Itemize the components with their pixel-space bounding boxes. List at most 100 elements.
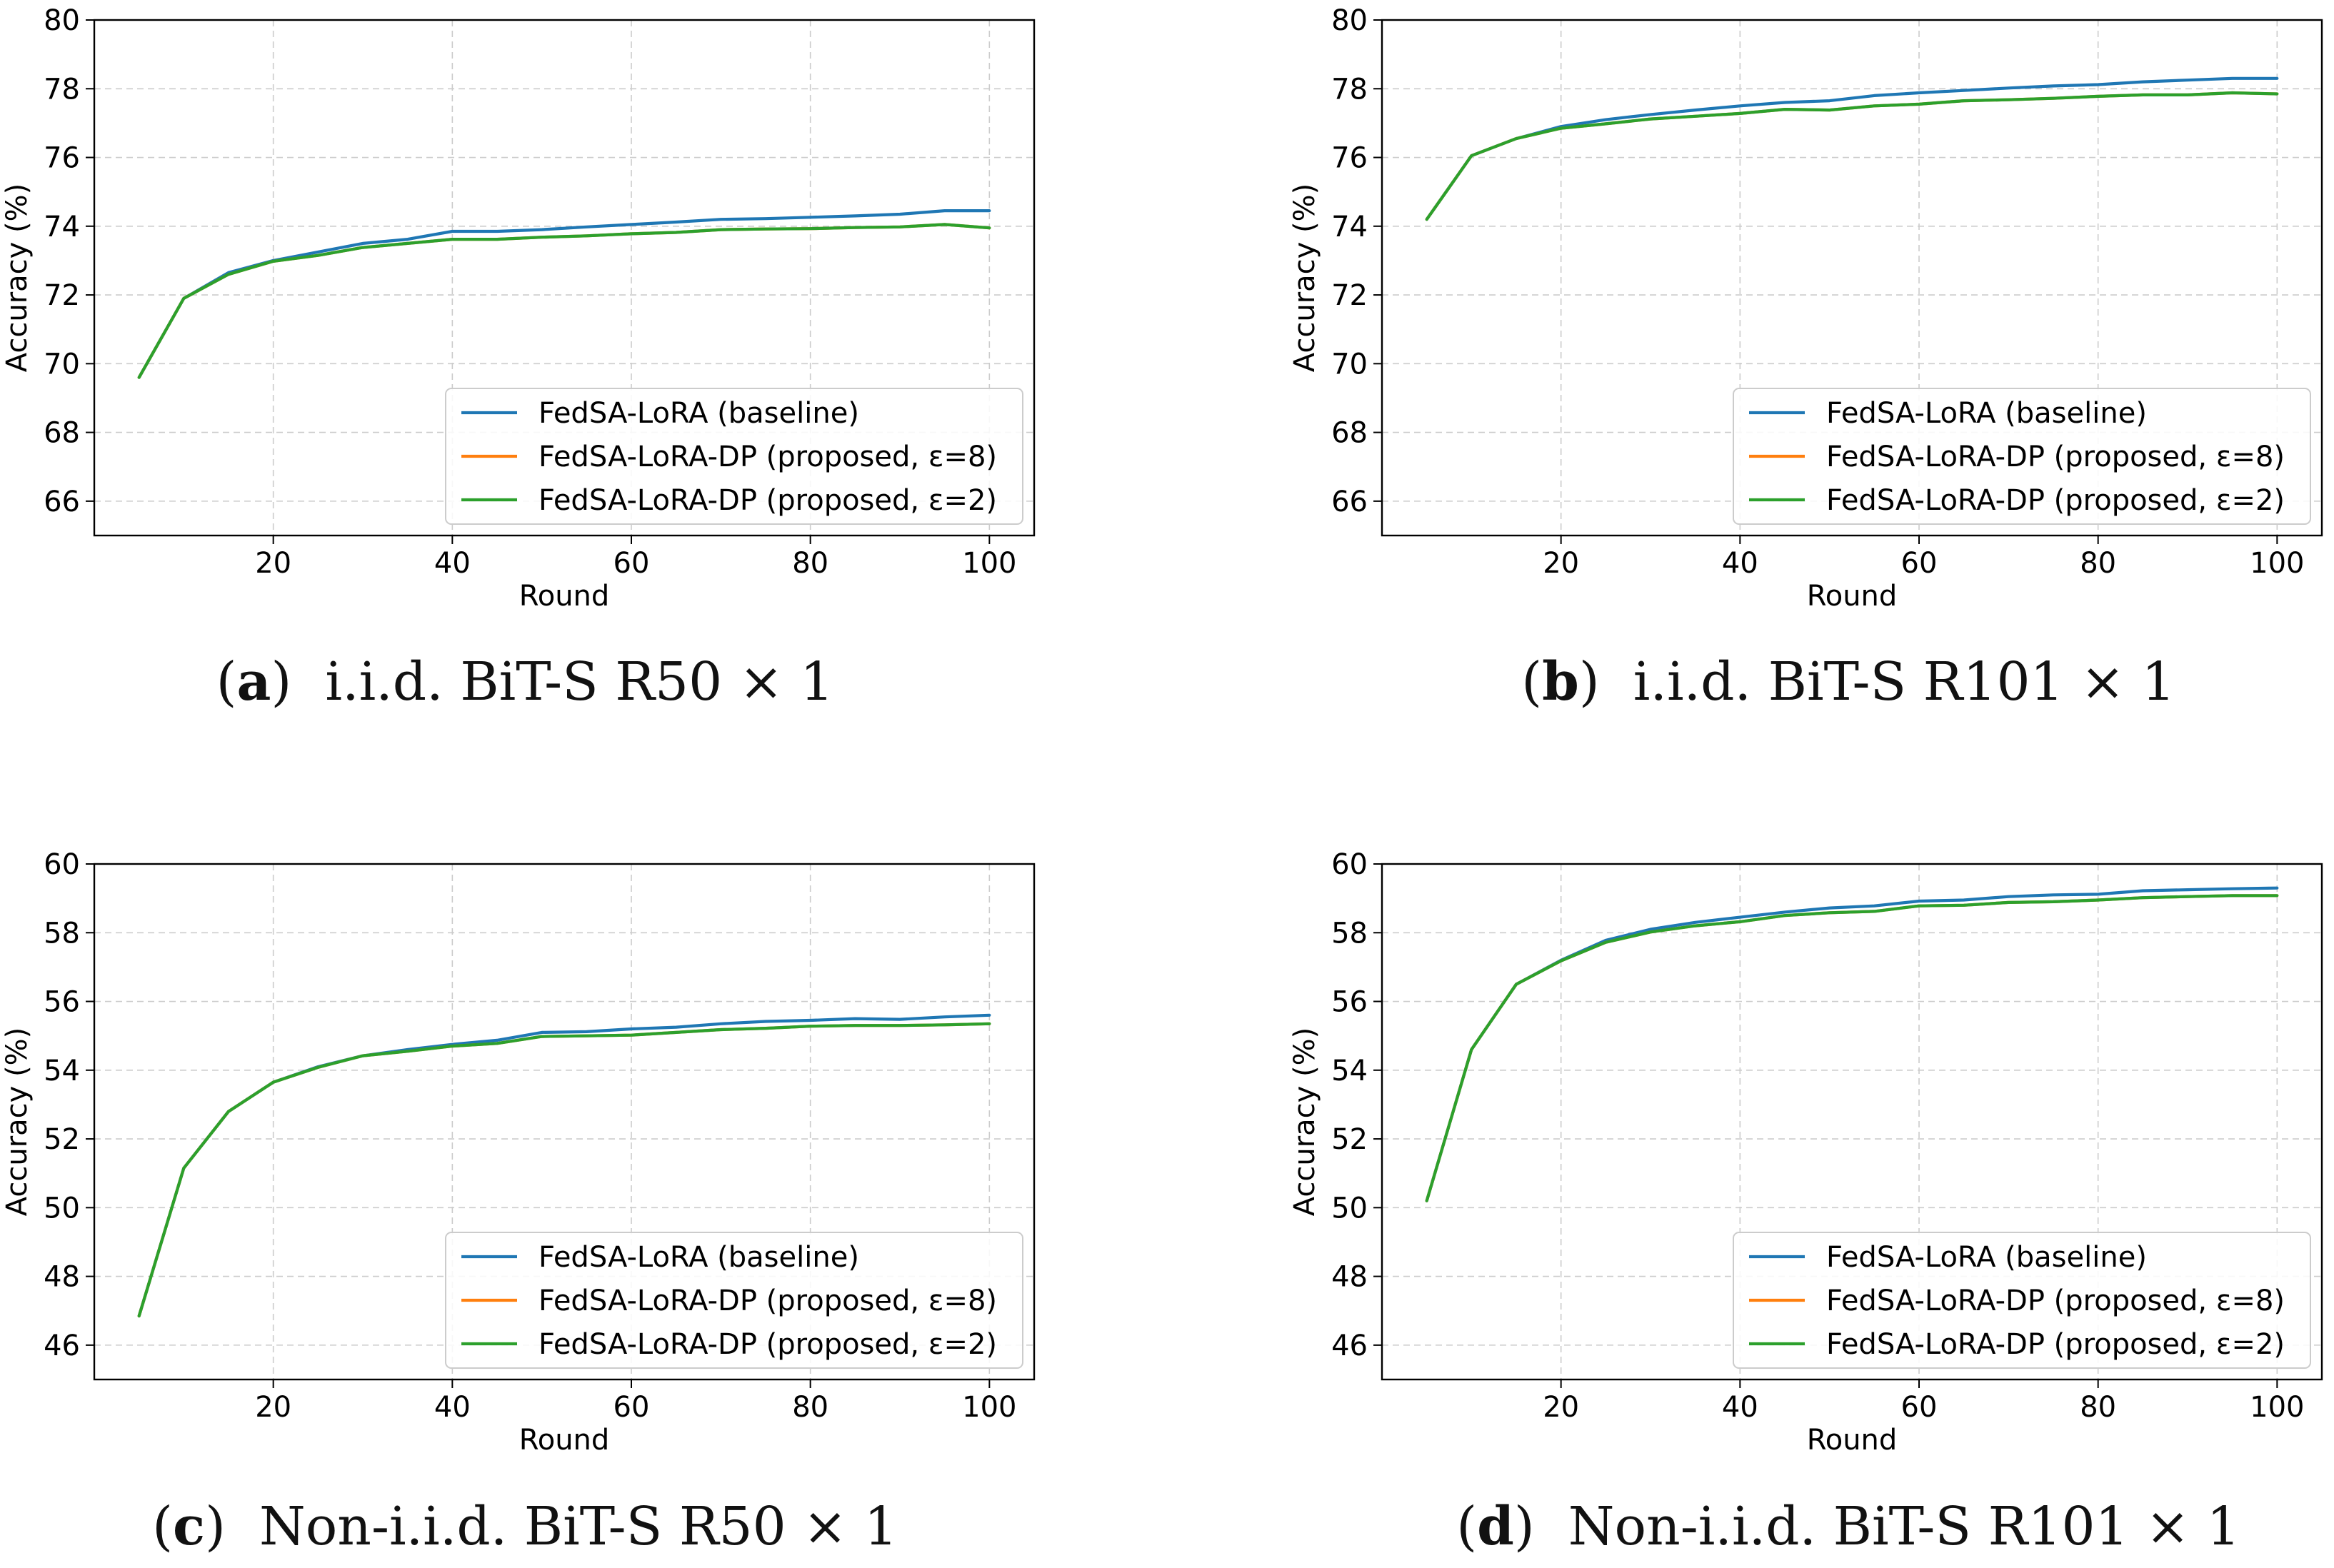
legend-label-0: FedSA-LoRA (baseline): [1826, 397, 2147, 430]
x-axis-label: Round: [519, 580, 610, 613]
series-line-2: [1425, 91, 2279, 221]
y-axis-label: Accuracy (%): [1, 1027, 34, 1217]
y-tick-label: 56: [1331, 986, 1368, 1019]
y-tick-label: 46: [1331, 1330, 1368, 1362]
y-tick-label: 68: [44, 417, 80, 450]
legend-box: [1733, 1232, 2311, 1369]
series-line-2: [1425, 894, 2279, 1202]
plot-frame: [93, 863, 1036, 1381]
y-tick-label: 66: [1331, 486, 1368, 518]
y-tick-label: 54: [44, 1055, 80, 1087]
x-tick-label: 20: [255, 547, 291, 580]
x-tick-label: 20: [1543, 1391, 1579, 1424]
legend-box: [1733, 388, 2311, 525]
x-tick-label: 80: [2080, 1391, 2116, 1424]
x-tick-label: 80: [792, 1391, 828, 1424]
plot-frame: [1381, 19, 2323, 537]
caption-c: (c) Non-i.i.d. BiT-S R50 × 1: [152, 1496, 898, 1557]
y-tick-label: 60: [44, 848, 80, 881]
y-tick-label: 70: [44, 348, 80, 381]
x-axis-label: Round: [1807, 1424, 1898, 1457]
x-axis-label: Round: [519, 1424, 610, 1457]
x-axis-label: Round: [1807, 580, 1898, 613]
y-axis-label: Accuracy (%): [1288, 1027, 1321, 1217]
x-tick-label: 80: [792, 547, 828, 580]
y-tick-label: 56: [44, 986, 80, 1019]
legend: FedSA-LoRA (baseline) FedSA-LoRA-DP (prop…: [445, 388, 1023, 525]
x-tick-label: 60: [1901, 547, 1938, 580]
caption-b: (b) i.i.d. BiT-S R101 × 1: [1521, 651, 2175, 713]
legend-label-0: FedSA-LoRA (baseline): [1826, 1241, 2147, 1274]
x-tick-label: 60: [613, 547, 650, 580]
legend-label-1: FedSA-LoRA-DP (proposed, ε=8): [539, 1285, 997, 1317]
y-tick-label: 52: [44, 1123, 80, 1156]
caption-d: (d) Non-i.i.d. BiT-S R101 × 1: [1456, 1496, 2240, 1557]
series-line-2: [137, 1022, 991, 1318]
caption-a: (a) i.i.d. BiT-S R50 × 1: [216, 651, 834, 713]
y-tick-label: 48: [1331, 1261, 1368, 1294]
series-line-0: [1425, 886, 2279, 1202]
y-axis-label: Accuracy (%): [1288, 184, 1321, 373]
y-tick-label: 46: [44, 1330, 80, 1362]
y-tick-label: 50: [44, 1192, 80, 1225]
y-tick-label: 48: [44, 1261, 80, 1294]
x-tick-label: 100: [2250, 547, 2304, 580]
x-tick-label: 100: [2250, 1391, 2304, 1424]
legend-label-2: FedSA-LoRA-DP (proposed, ε=2): [1826, 484, 2285, 517]
y-tick-label: 66: [44, 486, 80, 518]
series-line-1: [1425, 894, 2279, 1202]
y-tick-label: 50: [1331, 1192, 1368, 1225]
legend-label-1: FedSA-LoRA-DP (proposed, ε=8): [1826, 441, 2285, 473]
y-tick-label: 54: [1331, 1055, 1368, 1087]
legend-label-0: FedSA-LoRA (baseline): [539, 397, 859, 430]
x-tick-label: 40: [434, 547, 471, 580]
y-tick-label: 70: [1331, 348, 1368, 381]
y-tick-label: 58: [1331, 917, 1368, 950]
y-tick-label: 80: [44, 4, 80, 37]
y-tick-label: 52: [1331, 1123, 1368, 1156]
chart-panel-0: 20 40 60 80 100 66 68 70 72 74 76 78 80 Round Accuracy…: [1, 4, 1036, 613]
chart-panel-3: 20 40 60 80 1004648505254565860RoundAccuracy…: [1288, 848, 2323, 1457]
y-tick-label: 78: [44, 73, 80, 106]
plot-frame: [1381, 863, 2323, 1381]
legend-box: [445, 388, 1023, 525]
y-tick-label: 60: [1331, 848, 1368, 881]
chart-panel-2: 20 40 60 80 1004648505254565860RoundAccuracy…: [1, 848, 1036, 1457]
legend-label-0: FedSA-LoRA (baseline): [539, 1241, 859, 1274]
x-tick-label: 40: [434, 1391, 471, 1424]
y-tick-label: 74: [1331, 211, 1368, 243]
legend: FedSA-LoRA (baseline) FedSA-LoRA-DP (prop…: [1733, 388, 2311, 525]
legend: FedSA-LoRA (baseline) FedSA-LoRA-DP (prop…: [445, 1232, 1023, 1369]
y-tick-label: 72: [1331, 279, 1368, 312]
y-tick-label: 72: [44, 279, 80, 312]
y-axis-label: Accuracy (%): [1, 184, 34, 373]
x-tick-label: 40: [1722, 547, 1758, 580]
x-tick-label: 100: [962, 1391, 1016, 1424]
y-tick-label: 80: [1331, 4, 1368, 37]
y-tick-label: 76: [44, 142, 80, 175]
y-tick-label: 68: [1331, 417, 1368, 450]
x-tick-label: 100: [962, 547, 1016, 580]
y-tick-label: 74: [44, 211, 80, 243]
legend-label-1: FedSA-LoRA-DP (proposed, ε=8): [539, 441, 997, 473]
x-tick-label: 60: [1901, 1391, 1938, 1424]
legend-box: [445, 1232, 1023, 1369]
y-tick-label: 58: [44, 917, 80, 950]
series-line-1: [137, 223, 991, 379]
legend-label-1: FedSA-LoRA-DP (proposed, ε=8): [1826, 1285, 2285, 1317]
y-tick-label: 76: [1331, 142, 1368, 175]
legend: FedSA-LoRA (baseline) FedSA-LoRA-DP (prop…: [1733, 1232, 2311, 1369]
legend-label-2: FedSA-LoRA-DP (proposed, ε=2): [539, 484, 997, 517]
series-line-0: [1425, 76, 2279, 221]
x-tick-label: 80: [2080, 547, 2116, 580]
legend-label-2: FedSA-LoRA-DP (proposed, ε=2): [539, 1328, 997, 1361]
x-tick-label: 20: [1543, 547, 1579, 580]
plot-frame: [93, 19, 1036, 537]
y-tick-label: 78: [1331, 73, 1368, 106]
series-line-1: [1425, 91, 2279, 221]
x-tick-label: 40: [1722, 1391, 1758, 1424]
series-line-2: [137, 223, 991, 379]
legend-label-2: FedSA-LoRA-DP (proposed, ε=2): [1826, 1328, 2285, 1361]
x-tick-label: 60: [613, 1391, 650, 1424]
